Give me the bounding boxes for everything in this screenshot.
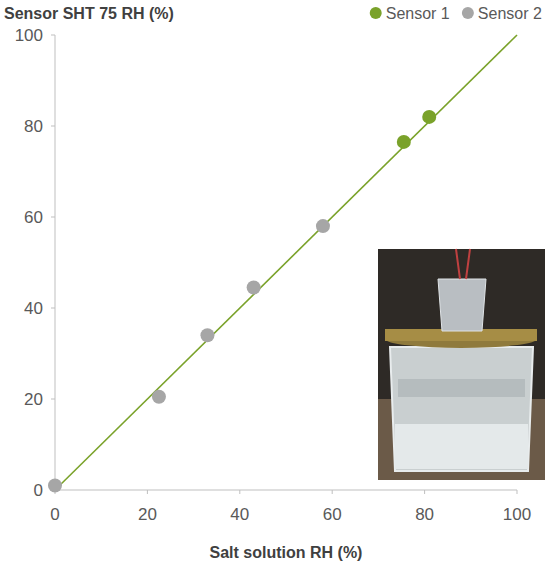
point (422, 110, 436, 124)
x-tick-label: 0 (50, 505, 59, 524)
y-tick-label: 60 (24, 208, 43, 227)
inset-photo (378, 249, 545, 480)
x-tick-label: 60 (323, 505, 342, 524)
x-tick (424, 490, 425, 494)
y-tick-label: 0 (34, 481, 43, 500)
plot-marks (48, 35, 517, 492)
y-tick (51, 126, 55, 127)
x-tick (332, 490, 333, 494)
point (247, 281, 261, 295)
x-tick-label: 100 (503, 505, 531, 524)
photo-sensor (438, 279, 486, 331)
point (397, 135, 411, 149)
x-axis-title: Salt solution RH (%) (210, 544, 363, 561)
x-tick-label: 40 (230, 505, 249, 524)
y-tick (51, 308, 55, 309)
photo-jar (390, 347, 533, 471)
photo-jar-band (398, 379, 525, 397)
x-tick (517, 490, 518, 494)
legend-item: Sensor 1 (370, 5, 450, 22)
photo-lid (385, 330, 537, 348)
y-tick (51, 35, 55, 36)
point (316, 219, 330, 233)
y-tick (51, 217, 55, 218)
point (152, 390, 166, 404)
legend-item: Sensor 2 (462, 5, 542, 22)
legend-marker (370, 7, 382, 19)
point (200, 328, 214, 342)
y-tick-label: 20 (24, 390, 43, 409)
legend-marker (462, 7, 474, 19)
point (48, 478, 62, 492)
legend: Sensor 1 Sensor 2 (370, 5, 542, 22)
x-tick (147, 490, 148, 494)
diagonal-line (55, 35, 517, 490)
x-axis-line (55, 490, 517, 491)
y-tick-label: 100 (15, 26, 43, 45)
legend-label: Sensor 2 (478, 5, 542, 22)
y-tick (51, 399, 55, 400)
x-tick-label: 80 (415, 505, 434, 524)
x-tick-label: 20 (138, 505, 157, 524)
photo-wires (456, 249, 470, 279)
x-tick (239, 490, 240, 494)
y-tick-label: 80 (24, 117, 43, 136)
photo-salt (395, 424, 528, 469)
y-tick-label: 40 (24, 299, 43, 318)
photo-bg (378, 249, 545, 480)
y-axis-line (55, 35, 56, 490)
chart: 0 20 40 60 80 100 0 20 40 60 80 100 Sensor SHT 75 RH… (0, 0, 552, 570)
y-axis-title: Sensor SHT 75 RH (%) (4, 5, 174, 22)
legend-label: Sensor 1 (386, 5, 450, 22)
